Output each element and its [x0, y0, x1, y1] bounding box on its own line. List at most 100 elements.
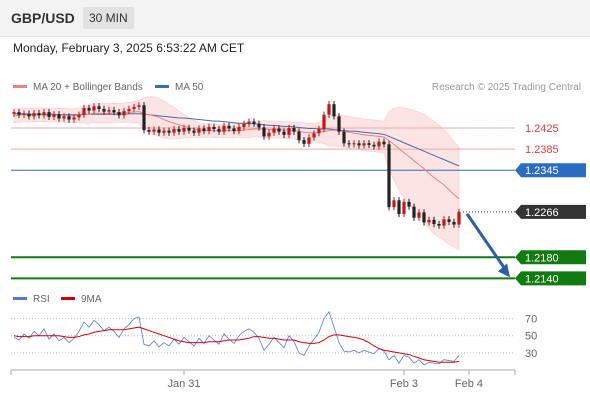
candle [272, 125, 276, 136]
level-label: 1.2425 [525, 123, 559, 135]
rsi-tick-label: 70 [525, 314, 537, 326]
candle-body [297, 131, 301, 141]
candle-body [177, 129, 181, 132]
candle [57, 111, 61, 122]
candle-body [12, 112, 16, 114]
candle [32, 110, 36, 120]
candle-body [422, 212, 426, 223]
copyright-text: Research © 2025 Trading Central [432, 82, 581, 93]
top-bar: GBP/USD 30 MIN [0, 0, 590, 37]
candle-body [152, 129, 156, 132]
candle [292, 124, 296, 135]
level-label-tag [515, 250, 586, 265]
rsi-line [13, 310, 460, 366]
x-axis-tick-label: Feb 4 [455, 378, 483, 390]
candle [222, 122, 226, 135]
symbol-title: GBP/USD [11, 10, 75, 26]
candle [297, 128, 301, 144]
candle-body [112, 110, 116, 113]
candle [322, 111, 326, 133]
candle-body [157, 129, 161, 133]
candle [42, 108, 46, 119]
ma50-legend-swatch [155, 85, 169, 88]
candle [147, 126, 151, 135]
candle-body [192, 130, 196, 133]
candle [347, 140, 351, 148]
candle-body [357, 143, 361, 146]
candle [162, 127, 166, 136]
candle [22, 110, 26, 118]
candle-body [142, 105, 146, 131]
candle [337, 113, 341, 135]
timeframe-tab[interactable]: 30 MIN [83, 7, 134, 29]
candle [97, 103, 101, 113]
ma20-legend-label: MA 20 + Bollinger Bands [33, 82, 143, 93]
candle-body [447, 219, 451, 222]
candle-body [197, 128, 201, 133]
candle-body [312, 133, 316, 138]
level-label-tag [515, 163, 586, 178]
candle-body [172, 129, 176, 133]
candle-body [232, 128, 236, 132]
rsi-panel: 70 50 30 [11, 310, 537, 366]
candle-body [72, 117, 76, 120]
candle-body [282, 131, 286, 135]
candle [262, 124, 266, 140]
candle [92, 103, 96, 114]
candle [172, 125, 176, 136]
candle [142, 102, 146, 134]
candle [232, 125, 236, 135]
candle-body [137, 105, 141, 107]
level-label: 1.2266 [525, 207, 559, 219]
candle [157, 126, 161, 136]
candle [37, 110, 41, 119]
rsi-ma9-line [13, 326, 460, 363]
ma50-legend-label: MA 50 [175, 82, 204, 93]
forecast-arrow-layer [465, 213, 510, 278]
candle-body [272, 128, 276, 133]
candle-body [342, 131, 346, 144]
candle-body [237, 126, 241, 132]
candle-body [452, 221, 456, 225]
candle [122, 107, 126, 119]
candle-body [132, 106, 136, 109]
candle [307, 134, 311, 147]
candle [382, 138, 386, 148]
candle-body [442, 219, 446, 226]
candle-body [322, 114, 326, 130]
candle-body [367, 143, 371, 145]
candle-body [287, 127, 291, 135]
candle-body [242, 123, 246, 127]
candle-body [262, 127, 266, 137]
candle-body [127, 108, 131, 112]
candle-body [22, 113, 26, 115]
candle [12, 108, 16, 117]
candle-body [417, 212, 421, 218]
candle [72, 114, 76, 123]
candle-body [147, 130, 151, 132]
candle [87, 104, 91, 114]
forecast-arrow-shaft [465, 213, 508, 272]
candle-body [212, 126, 216, 130]
candle [197, 125, 201, 136]
candle [257, 120, 261, 131]
candle [27, 110, 31, 120]
level-label-tag [515, 271, 586, 286]
candle [112, 106, 116, 116]
candle [447, 216, 451, 226]
candle-body [97, 106, 101, 109]
candle [437, 220, 441, 229]
candle [192, 127, 196, 136]
candle [217, 125, 221, 135]
level-label: 1.2385 [525, 144, 559, 156]
candle [432, 216, 436, 228]
candle-body [62, 116, 66, 119]
bollinger-band-layer [13, 96, 460, 251]
candle-body [37, 113, 41, 116]
candle-body [27, 113, 31, 117]
candle-body [327, 104, 331, 115]
candle [362, 140, 366, 149]
candle-body [257, 123, 261, 128]
candle [52, 111, 56, 121]
